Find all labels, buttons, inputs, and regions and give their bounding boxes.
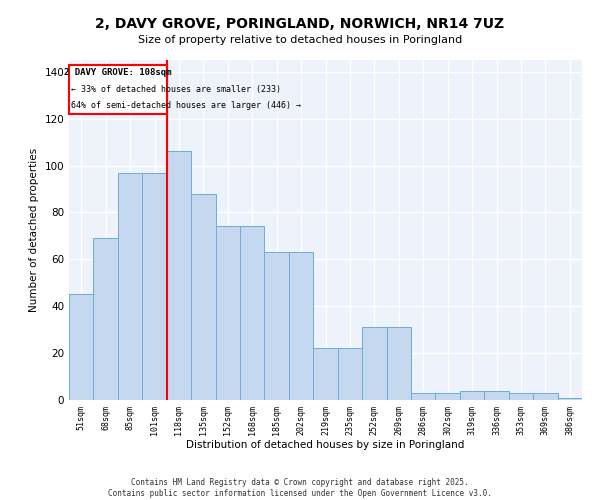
Bar [142, 172, 167, 400]
Text: 2 DAVY GROVE: 108sqm: 2 DAVY GROVE: 108sqm [64, 68, 172, 77]
Text: 64% of semi-detached houses are larger (446) →: 64% of semi-detached houses are larger (… [71, 101, 301, 110]
Text: 2, DAVY GROVE, PORINGLAND, NORWICH, NR14 7UZ: 2, DAVY GROVE, PORINGLAND, NORWICH, NR14… [95, 18, 505, 32]
Bar [69, 64, 167, 114]
Text: Size of property relative to detached houses in Poringland: Size of property relative to detached ho… [138, 35, 462, 45]
Bar [436, 393, 460, 400]
Bar [484, 390, 509, 400]
Bar [313, 348, 338, 400]
Bar [69, 294, 94, 400]
Bar [557, 398, 582, 400]
Text: Contains HM Land Registry data © Crown copyright and database right 2025.
Contai: Contains HM Land Registry data © Crown c… [108, 478, 492, 498]
Bar [460, 390, 484, 400]
Bar [289, 252, 313, 400]
Bar [533, 393, 557, 400]
Y-axis label: Number of detached properties: Number of detached properties [29, 148, 39, 312]
Bar [509, 393, 533, 400]
X-axis label: Distribution of detached houses by size in Poringland: Distribution of detached houses by size … [187, 440, 464, 450]
Bar [386, 328, 411, 400]
Bar [191, 194, 215, 400]
Bar [215, 226, 240, 400]
Bar [94, 238, 118, 400]
Bar [362, 328, 386, 400]
Text: ← 33% of detached houses are smaller (233): ← 33% of detached houses are smaller (23… [71, 84, 281, 94]
Bar [265, 252, 289, 400]
Bar [240, 226, 265, 400]
Bar [118, 172, 142, 400]
Bar [411, 393, 436, 400]
Bar [338, 348, 362, 400]
Bar [167, 152, 191, 400]
